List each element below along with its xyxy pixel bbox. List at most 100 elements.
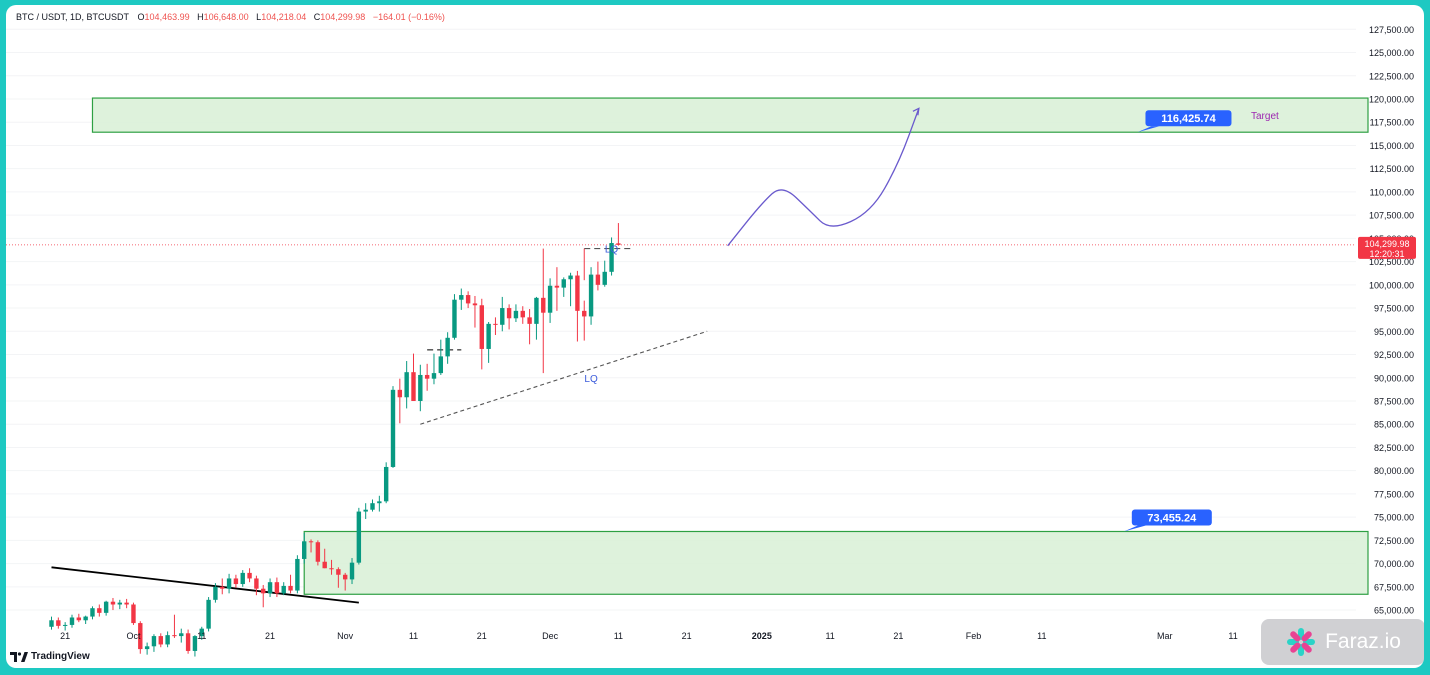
candle-body xyxy=(90,608,95,617)
candle-body xyxy=(124,602,129,605)
candle-body xyxy=(465,295,471,304)
low-label: L xyxy=(256,12,262,22)
high-value: 106,648.00 xyxy=(203,12,249,22)
candle-up xyxy=(151,634,157,652)
candle-body xyxy=(500,308,505,325)
candle-down xyxy=(397,378,403,424)
candle-body xyxy=(383,466,389,502)
y-tick-label: 110,000.00 xyxy=(1370,187,1414,197)
candle-body xyxy=(575,275,580,311)
candle-body xyxy=(534,297,539,324)
x-tick-label: Dec xyxy=(542,631,559,641)
candle-body xyxy=(390,389,396,467)
candle-body xyxy=(616,243,621,245)
candle-body xyxy=(438,356,444,374)
candle-up xyxy=(179,628,184,643)
last-price-countdown: 12:20:31 xyxy=(1369,249,1404,259)
candle-body xyxy=(404,372,409,398)
x-tick-label: Mar xyxy=(1157,631,1173,641)
resistance-trendline xyxy=(51,566,359,604)
candle-body xyxy=(179,633,184,637)
candle-up xyxy=(240,570,245,587)
last-price-tag xyxy=(1358,236,1416,259)
last-price-value: 104,299.98 xyxy=(1364,239,1409,249)
candle-down xyxy=(424,363,430,391)
x-tick-label: 11 xyxy=(1037,631,1046,641)
y-tick-label: 125,000.00 xyxy=(1369,48,1414,58)
x-tick-label: 21 xyxy=(265,631,275,641)
candle-body xyxy=(281,585,286,594)
y-tick-label: 80,000.00 xyxy=(1374,466,1414,476)
lq-annotation: LQ xyxy=(605,245,619,256)
y-tick-label: 75,000.00 xyxy=(1374,513,1414,523)
candle-body xyxy=(329,568,334,570)
candle-body xyxy=(206,599,211,629)
candle-body xyxy=(568,275,573,280)
candle-up xyxy=(377,495,382,512)
support-price-label: 73,455.24 xyxy=(1123,509,1212,532)
candle-down xyxy=(342,572,348,591)
y-tick-label: 100,000.00 xyxy=(1369,280,1414,290)
candle-up xyxy=(49,616,54,630)
lq-annotation: LQ xyxy=(584,374,598,385)
candle-up xyxy=(547,278,553,323)
candle-body xyxy=(547,285,553,313)
candle-down xyxy=(247,568,252,583)
candle-body xyxy=(342,574,348,580)
candle-up xyxy=(459,288,464,310)
symbol-title[interactable]: BTC / USDT, 1D, BTCUSDT xyxy=(16,12,130,22)
candle-body xyxy=(240,572,245,585)
candle-body xyxy=(527,317,532,324)
candle-body xyxy=(493,323,498,325)
candle-down xyxy=(554,267,560,311)
y-tick-label: 92,500.00 xyxy=(1374,350,1414,360)
candle-body xyxy=(274,582,280,594)
candle-down xyxy=(233,574,239,588)
candle-body xyxy=(459,295,464,300)
candle-body xyxy=(356,511,362,563)
candle-down xyxy=(261,584,266,608)
candle-down xyxy=(472,295,478,328)
candle-body xyxy=(192,636,198,651)
candle-body xyxy=(479,305,484,349)
candle-body xyxy=(103,601,109,613)
candle-down xyxy=(541,248,546,374)
open-label: O xyxy=(137,12,145,22)
candle-body xyxy=(349,562,355,580)
x-tick-label: 11 xyxy=(614,631,623,641)
tradingview-logo[interactable]: TradingView xyxy=(10,651,90,662)
candle-up xyxy=(561,277,566,297)
candle-down xyxy=(411,353,416,401)
x-tick-label: 11 xyxy=(1228,631,1237,641)
candlestick-chart[interactable]: Target LQ LQ 116,425.74 73,455.24 65,000.00 67… xyxy=(6,5,1424,668)
candle-body xyxy=(233,578,239,585)
candle-up xyxy=(62,622,68,631)
target-price-label: 116,425.74 xyxy=(1137,110,1232,133)
y-tick-label: 72,500.00 xyxy=(1374,536,1414,546)
candle-down xyxy=(575,270,580,342)
y-tick-label: 65,000.00 xyxy=(1374,606,1414,616)
candle-body xyxy=(288,585,293,591)
candle-up xyxy=(363,503,368,519)
candle-up xyxy=(192,635,198,657)
candle-up xyxy=(165,631,170,648)
candle-body xyxy=(254,578,259,589)
candle-body xyxy=(541,297,546,313)
candle-down xyxy=(527,308,532,345)
y-tick-label: 95,000.00 xyxy=(1374,327,1414,337)
y-tick-label: 90,000.00 xyxy=(1374,373,1414,383)
candle-down xyxy=(254,575,259,596)
label-pointer xyxy=(1137,126,1160,133)
support-trendline xyxy=(420,330,708,425)
faraz-watermark: Faraz.io xyxy=(1261,619,1424,665)
y-tick-label: 117,500.00 xyxy=(1370,118,1414,128)
candle-body xyxy=(295,558,300,591)
candle-up xyxy=(69,614,75,628)
candle-body xyxy=(411,372,416,401)
candle-down xyxy=(110,597,116,611)
candle-body xyxy=(513,310,519,319)
candle-down xyxy=(616,223,621,246)
close-label: C xyxy=(313,12,321,22)
close-value: 104,299.98 xyxy=(320,12,366,22)
candle-down xyxy=(308,539,314,553)
